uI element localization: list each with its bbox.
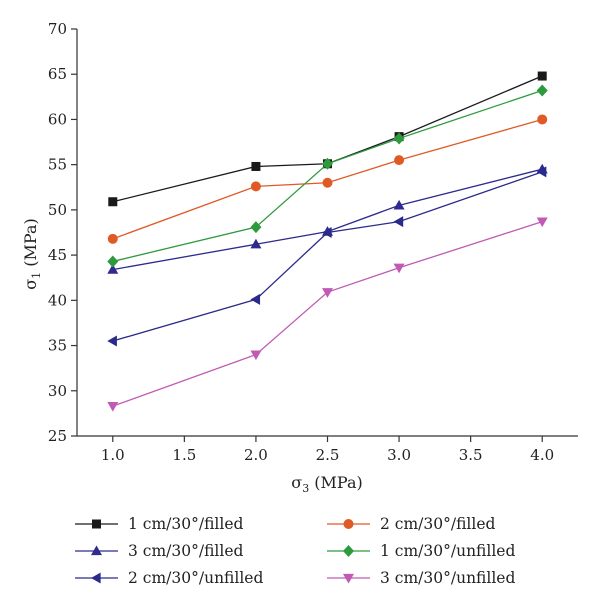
y-tick-label: 55	[48, 156, 67, 174]
data-point	[322, 227, 332, 238]
data-point	[394, 155, 405, 166]
y-axis-ticks: 25 30 35 40 45 50 55 60 65 70	[48, 20, 77, 445]
series-line	[112, 89, 543, 263]
legend-marker	[92, 519, 101, 529]
data-point	[250, 238, 262, 249]
y-tick-label: 35	[48, 337, 67, 355]
legend-marker	[343, 519, 354, 529]
legend-item: 2 cm/30°/filled	[327, 515, 496, 533]
legend-item: 3 cm/30°/filled	[75, 542, 244, 560]
series-line	[112, 221, 543, 407]
data-point	[251, 161, 261, 171]
x-tick-label: 2.5	[316, 446, 340, 464]
data-point	[107, 264, 119, 274]
data-point	[322, 177, 333, 188]
data-point	[322, 157, 333, 170]
legend-item: 1 cm/30°/filled	[75, 515, 244, 533]
x-axis-ticks: 1.0 1.5 2.0 2.5 3.0 3.5 4.0	[101, 436, 554, 464]
data-point	[393, 263, 405, 274]
data-point	[250, 350, 262, 361]
series-line	[112, 171, 543, 342]
y-tick-label: 70	[48, 20, 67, 38]
data-point	[537, 114, 548, 125]
legend-marker	[91, 545, 102, 556]
data-point	[250, 293, 261, 305]
data-point	[250, 181, 261, 192]
data-point	[107, 402, 119, 412]
data-point	[250, 221, 262, 234]
data-point	[322, 288, 333, 298]
x-tick-label: 2.0	[244, 446, 268, 464]
legend-marker	[343, 573, 354, 584]
x-tick-label: 1.5	[172, 446, 196, 464]
data-point	[107, 255, 119, 268]
legend-marker	[91, 572, 101, 584]
legend-label: 2 cm/30°/unfilled	[128, 569, 263, 587]
data-point	[537, 71, 547, 81]
legend: 1 cm/30°/filled 2 cm/30°/filled 3 cm/30°/f…	[75, 515, 515, 587]
y-tick-label: 25	[48, 427, 67, 445]
data-point	[536, 166, 547, 178]
legend-label: 1 cm/30°/filled	[128, 515, 244, 533]
x-tick-label: 4.0	[530, 446, 554, 464]
x-tick-label: 3.5	[459, 446, 483, 464]
series-4	[107, 84, 548, 268]
y-axis-label: σ1 (MPa)	[21, 218, 43, 289]
series-6	[107, 217, 548, 412]
legend-label: 3 cm/30°/unfilled	[380, 569, 515, 587]
legend-marker	[343, 545, 354, 557]
series-5	[107, 166, 547, 347]
y-tick-label: 65	[48, 65, 67, 83]
x-tick-label: 1.0	[101, 446, 125, 464]
y-tick-label: 50	[48, 201, 67, 219]
data-point	[393, 199, 405, 210]
series	[107, 71, 548, 412]
legend-item: 1 cm/30°/unfilled	[327, 542, 515, 560]
y-tick-label: 60	[48, 110, 67, 128]
data-point	[107, 233, 118, 244]
data-point	[393, 216, 404, 228]
y-tick-label: 45	[48, 246, 67, 264]
legend-label: 3 cm/30°/filled	[128, 542, 244, 560]
x-tick-label: 3.0	[387, 446, 411, 464]
legend-item: 2 cm/30°/unfilled	[75, 569, 263, 587]
legend-label: 1 cm/30°/unfilled	[380, 542, 515, 560]
legend-item: 3 cm/30°/unfilled	[327, 569, 515, 587]
data-point	[108, 197, 118, 207]
legend-label: 2 cm/30°/filled	[380, 515, 496, 533]
y-tick-label: 30	[48, 382, 67, 400]
x-axis-label: σ3 (MPa)	[291, 473, 362, 495]
data-point	[107, 335, 117, 347]
data-point	[536, 84, 548, 97]
data-point	[393, 132, 405, 145]
y-tick-label: 40	[48, 291, 67, 309]
series-2	[107, 114, 548, 244]
data-point	[536, 217, 548, 228]
